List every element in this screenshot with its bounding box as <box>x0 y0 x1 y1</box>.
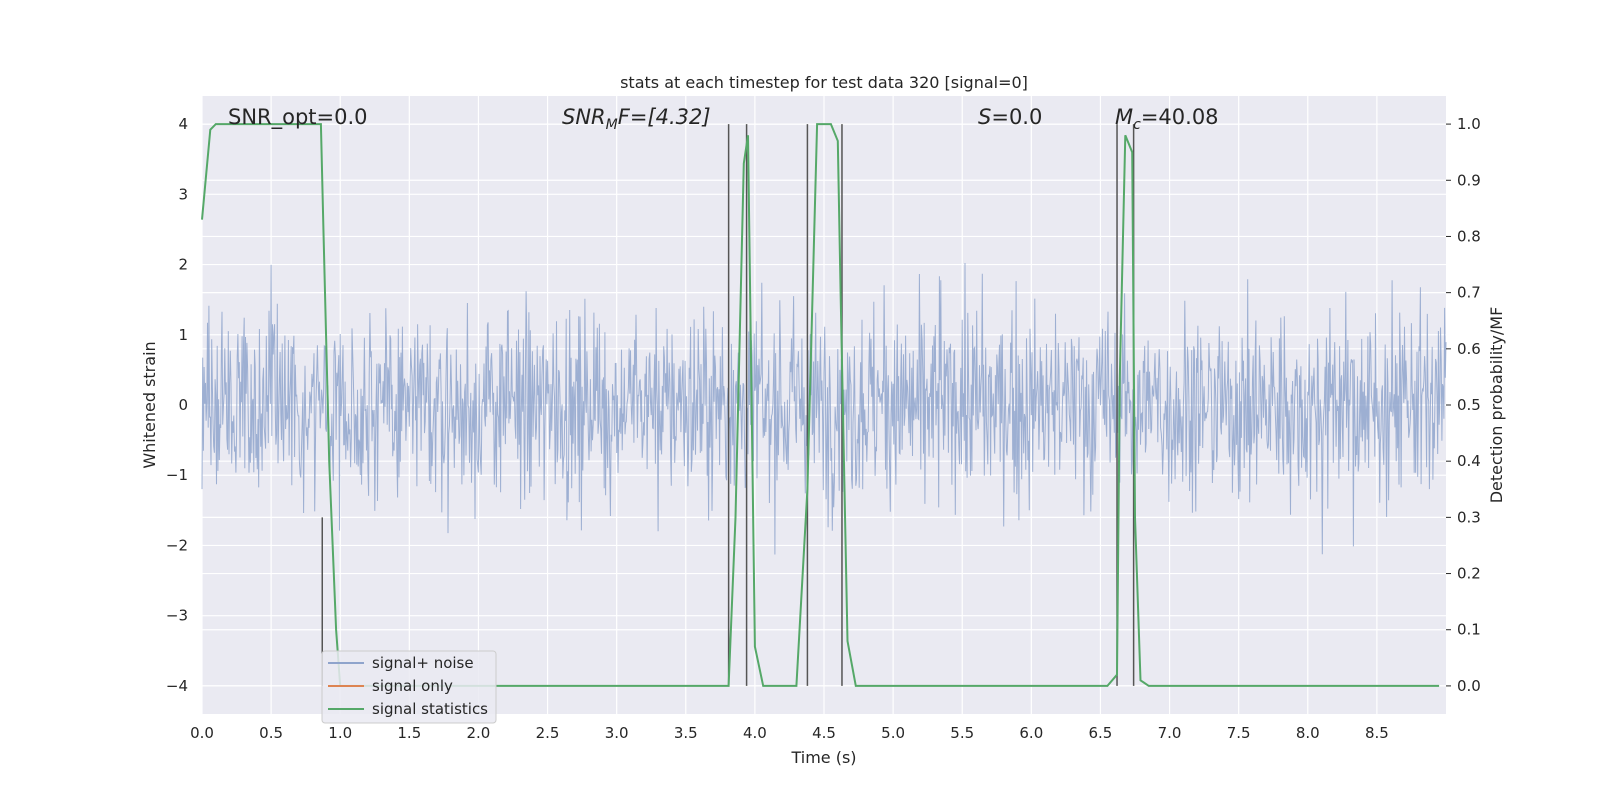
x-tick-label-17: 8.5 <box>1365 724 1389 742</box>
y-tick-label-1: 3 <box>178 185 188 203</box>
mc-main: M <box>1115 105 1133 129</box>
y2-tick-label-3: 0.7 <box>1457 284 1481 302</box>
y-axis-label: Whitened strain <box>140 341 159 468</box>
y2-tick-label-4: 0.6 <box>1457 340 1481 358</box>
chart-title: stats at each timestep for test data 320… <box>620 73 1028 92</box>
y2-tick-label-2: 0.8 <box>1457 227 1481 245</box>
y2-tick-label-1: 0.9 <box>1457 171 1481 189</box>
x-tick-label-8: 4.0 <box>743 724 767 742</box>
legend: signal+ noise signal only signal statist… <box>321 650 497 724</box>
y2-tick-label-5: 0.5 <box>1457 396 1481 414</box>
y-tick-label-6: −2 <box>166 536 188 554</box>
series-signal-noise-line <box>201 262 1447 555</box>
x-tick-label-12: 6.0 <box>1019 724 1043 742</box>
statistics-series <box>201 123 1440 687</box>
x-tick-label-13: 6.5 <box>1089 724 1113 742</box>
y2-axis-label: Detection probability/MF <box>1487 307 1506 504</box>
snr-mf-subscript: M <box>606 117 618 133</box>
legend-box <box>321 650 497 724</box>
x-tick-label-16: 8.0 <box>1296 724 1320 742</box>
s-rest: =0.0 <box>991 105 1042 129</box>
x-tick-label-1: 0.5 <box>259 724 283 742</box>
x-tick-label-10: 5.0 <box>881 724 905 742</box>
y-tick-label-5: −1 <box>166 466 188 484</box>
annotation-snr-mf: SNRMF=[4.32] <box>562 105 711 133</box>
legend-label-signal-only: signal only <box>372 677 453 695</box>
x-tick-label-7: 3.5 <box>674 724 698 742</box>
x-tick-label-15: 7.5 <box>1227 724 1251 742</box>
y2-tick-label-8: 0.2 <box>1457 565 1481 583</box>
y2-tick-label-7: 0.3 <box>1457 508 1481 526</box>
x-tick-label-2: 1.0 <box>328 724 352 742</box>
y2-axis-ticks: 1.0 0.9 0.8 0.7 0.6 0.5 0.4 0.3 0.2 0.1 0.0 <box>1446 115 1481 695</box>
y2-tick-label-0: 1.0 <box>1457 115 1481 133</box>
y-tick-label-3: 1 <box>178 326 188 344</box>
mc-rest: =40.08 <box>1141 105 1219 129</box>
legend-label-signal-statistics: signal statistics <box>372 700 488 718</box>
y-tick-label-7: −3 <box>166 607 188 625</box>
y-tick-label-8: −4 <box>166 677 188 695</box>
x-axis-label: Time (s) <box>790 748 856 767</box>
legend-label-signal-noise: signal+ noise <box>372 654 474 672</box>
series-signal-statistics-line <box>201 123 1440 687</box>
annotation-snr-opt: SNR_opt=0.0 <box>228 105 368 130</box>
mc-subscript: c <box>1133 117 1141 133</box>
x-tick-label-4: 2.0 <box>467 724 491 742</box>
noise-series <box>201 262 1447 555</box>
x-tick-label-3: 1.5 <box>397 724 421 742</box>
snr-mf-main: SNR <box>562 105 606 129</box>
annotation-s: S=0.0 <box>978 105 1042 129</box>
y2-tick-label-9: 0.1 <box>1457 621 1481 639</box>
annotation-mc: Mc=40.08 <box>1115 105 1219 133</box>
x-tick-label-14: 7.0 <box>1158 724 1182 742</box>
x-tick-label-0: 0.0 <box>190 724 214 742</box>
x-axis-ticks: 0.0 0.5 1.0 1.5 2.0 2.5 3.0 3.5 4.0 4.5 5.0 5.5 6.0 6… <box>190 724 1389 742</box>
s-main: S <box>978 105 991 129</box>
y-tick-label-4: 0 <box>178 396 188 414</box>
x-tick-label-5: 2.5 <box>536 724 560 742</box>
x-tick-label-9: 4.5 <box>812 724 836 742</box>
snr-mf-rest: F=[4.32] <box>618 105 711 129</box>
y2-tick-label-6: 0.4 <box>1457 452 1481 470</box>
y-axis-ticks: 4 3 2 1 0 −1 −2 −3 −4 <box>166 115 188 695</box>
y-tick-label-2: 2 <box>178 256 188 274</box>
x-tick-label-11: 5.5 <box>950 724 974 742</box>
y2-tick-label-10: 0.0 <box>1457 677 1481 695</box>
x-tick-label-6: 3.0 <box>605 724 629 742</box>
y-tick-label-0: 4 <box>178 115 188 133</box>
